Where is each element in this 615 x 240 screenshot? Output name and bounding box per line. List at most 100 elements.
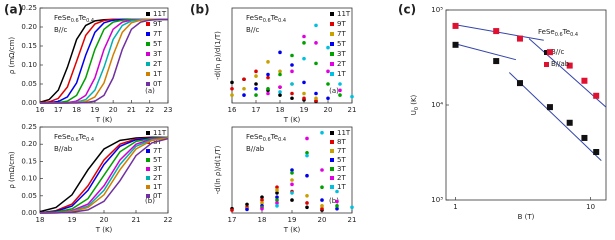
x-tick-label: 16 — [36, 106, 45, 114]
data-point — [278, 93, 282, 97]
subscript: 0.4 — [278, 137, 286, 143]
legend-swatch — [146, 131, 150, 135]
data-point — [275, 188, 279, 192]
y-tick-label: 0.00 — [21, 99, 37, 107]
y-axis-label: ρ (mΩ/cm) — [8, 37, 16, 75]
legend-swatch — [330, 52, 334, 56]
legend-label: 5T — [153, 156, 162, 164]
text-part: FeSe — [246, 14, 263, 22]
data-point — [350, 94, 354, 99]
x-tick-label: 19 — [300, 106, 309, 114]
y-tick-label: 0.25 — [21, 123, 37, 131]
data-point — [260, 195, 264, 200]
x-tick-label: 21 — [348, 216, 357, 224]
chart-title: FeSe0.6Te0.4 — [54, 14, 94, 24]
y-tick-label: 0.20 — [21, 23, 37, 31]
legend-label: 7T — [153, 147, 162, 155]
data-point — [290, 63, 294, 67]
chart-title: FeSe0.6Te0.4 — [54, 133, 94, 143]
y-tick-label: 10⁵ — [431, 6, 443, 14]
data-point — [581, 77, 588, 84]
data-point — [314, 91, 318, 96]
annotation: (a) — [145, 87, 155, 95]
data-point — [581, 134, 588, 141]
x-axis-label: B (T) — [518, 213, 535, 221]
y-tick-label: 0.05 — [21, 192, 37, 200]
text-part: Te — [562, 28, 570, 36]
legend-label: 3T — [153, 165, 162, 173]
data-point — [335, 199, 339, 204]
legend-swatch — [330, 72, 334, 76]
legend-label: 11T — [337, 10, 351, 18]
data-point — [566, 119, 573, 126]
x-axis-label: T (K) — [283, 226, 301, 234]
data-point — [320, 185, 324, 189]
x-tick-label: 22 — [145, 106, 154, 114]
data-point — [290, 198, 294, 202]
annotation: (b) — [329, 197, 339, 205]
data-point — [275, 191, 279, 195]
legend-label: 1T — [337, 70, 346, 78]
chart-title: FeSe0.6Te0.4 — [538, 28, 578, 38]
legend-label: 0T — [153, 192, 162, 200]
data-point — [254, 74, 258, 78]
data-point — [302, 80, 306, 85]
legend-swatch — [146, 158, 150, 162]
data-point — [266, 86, 270, 91]
subscript: 0.6 — [71, 18, 79, 24]
data-point — [290, 178, 294, 182]
legend-label: 2T — [153, 60, 162, 68]
data-point — [305, 194, 309, 198]
annotation: (a) — [329, 87, 339, 95]
legend-swatch — [146, 22, 150, 26]
subscript: 0.6 — [555, 32, 563, 38]
legend-label: 0T — [153, 80, 162, 88]
data-point — [593, 92, 600, 99]
subscript: 0 — [414, 107, 420, 110]
data-point — [493, 28, 500, 35]
y-axis-label: -d(ln ρ)/d(1/T) — [214, 31, 222, 80]
text-part: U — [410, 110, 418, 115]
x-tick-label: 19 — [68, 216, 77, 224]
x-tick-label: 20 — [324, 106, 333, 114]
data-point — [266, 91, 270, 96]
legend-swatch — [330, 140, 334, 144]
data-point — [290, 53, 294, 58]
legend-label: 3T — [153, 50, 162, 58]
legend-label: 2T — [153, 174, 162, 182]
legend-swatch — [146, 82, 150, 86]
subscript: 0.6 — [263, 137, 271, 143]
subscript: 0.4 — [570, 32, 578, 38]
legend-swatch — [330, 42, 334, 46]
y-tick-label: 0.05 — [21, 80, 37, 88]
data-point — [305, 136, 309, 141]
data-point — [254, 93, 258, 97]
data-point — [242, 77, 246, 82]
x-tick-label: 21 — [127, 106, 136, 114]
fit-line — [528, 38, 607, 108]
legend-swatch — [330, 158, 334, 162]
x-tick-label: 17 — [54, 106, 63, 114]
data-point — [254, 86, 258, 91]
x-tick-label: 18 — [72, 106, 81, 114]
legend-label: 1T — [153, 183, 162, 191]
data-point — [546, 49, 553, 56]
fit-line — [455, 43, 517, 61]
data-point — [326, 45, 330, 50]
x-tick-label: 21 — [132, 216, 141, 224]
data-point — [230, 93, 234, 97]
text-part: Te — [270, 14, 278, 22]
data-point — [338, 93, 342, 97]
y-tick-label: 10³ — [431, 196, 443, 204]
legend-swatch — [146, 149, 150, 153]
chart-title: FeSe0.6Te0.4 — [246, 133, 286, 143]
data-point — [335, 204, 339, 208]
data-point — [516, 80, 523, 87]
data-point — [230, 208, 234, 212]
data-point — [326, 82, 330, 86]
data-point — [245, 207, 249, 212]
x-tick-label: 20 — [109, 106, 118, 114]
data-point — [305, 201, 309, 205]
data-point — [278, 85, 282, 89]
